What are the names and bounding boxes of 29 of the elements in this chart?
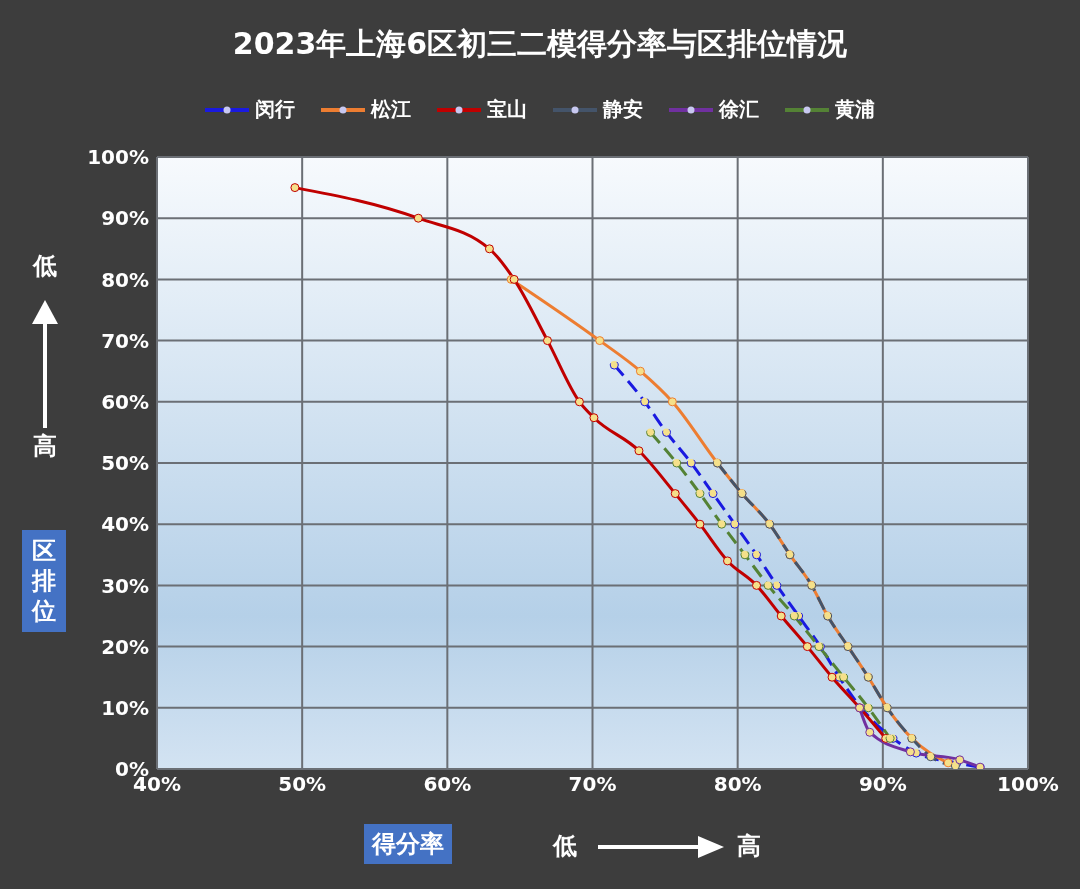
x-tick-label: 60% xyxy=(423,772,472,797)
y-axis-title: 区排位 xyxy=(22,530,66,632)
y-tick-label: 80% xyxy=(101,267,149,292)
x-tick-label: 50% xyxy=(278,772,327,797)
y-tick-label: 70% xyxy=(101,328,149,353)
y-tick-label: 20% xyxy=(101,634,149,659)
y-tick-label: 40% xyxy=(101,512,149,537)
x-tick-label: 100% xyxy=(997,772,1059,797)
legend-label: 黄浦 xyxy=(835,96,875,123)
legend-label: 徐汇 xyxy=(719,96,759,123)
y-tick-label: 60% xyxy=(101,389,149,414)
text: 高 xyxy=(737,831,761,862)
legend-label: 闵行 xyxy=(255,96,295,123)
y-tick-label: 10% xyxy=(101,695,149,720)
x-axis-title: 得分率 xyxy=(364,824,452,864)
x-tick-label: 80% xyxy=(713,772,762,797)
text: 高 xyxy=(32,431,58,462)
y-tick-label: 30% xyxy=(101,573,149,598)
legend-label: 静安 xyxy=(603,96,643,123)
x-tick-label: 70% xyxy=(568,772,617,797)
text: 低 xyxy=(31,251,58,282)
y-tick-label: 90% xyxy=(101,206,149,231)
y-tick-label: 100% xyxy=(87,145,149,170)
legend-label: 宝山 xyxy=(487,96,527,123)
x-tick-label: 90% xyxy=(858,772,907,797)
chart-title: 2023年上海6区初三二模得分率与区排位情况 xyxy=(231,25,849,63)
legend-label: 松江 xyxy=(371,96,411,123)
text: 低 xyxy=(553,831,577,862)
y-tick-label: 50% xyxy=(101,451,149,476)
